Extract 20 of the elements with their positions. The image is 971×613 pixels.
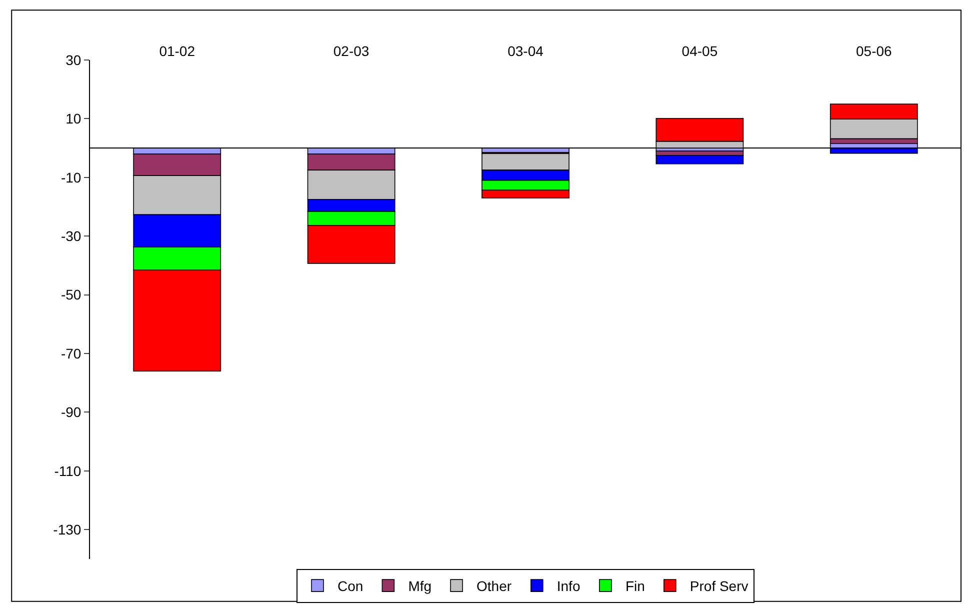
y-tick-label: -10 [60, 169, 82, 186]
legend-label: Prof Serv [690, 578, 748, 594]
x-tick-label: 02-03 [333, 43, 370, 60]
y-tick-label: -90 [60, 404, 82, 420]
y-tick-label: -30 [60, 228, 82, 244]
y-tick-label: -130 [53, 522, 82, 538]
x-tick-label: 01-02 [159, 43, 196, 60]
legend-label: Other [476, 578, 512, 594]
x-tick-label: 03-04 [508, 43, 544, 60]
legend-label: Con [338, 578, 364, 594]
y-tick-label: 30 [66, 52, 82, 68]
x-tick-label: 05-06 [856, 43, 892, 60]
y-tick-label: -70 [60, 345, 82, 362]
legend-label: Info [556, 578, 580, 594]
x-tick-label: 04-05 [682, 43, 718, 60]
y-tick-label: 10 [66, 110, 82, 127]
y-tick-label: -110 [54, 462, 82, 479]
legend-label: Mfg [408, 578, 432, 594]
y-tick-label: -50 [60, 286, 82, 303]
legend-label: Fin [625, 578, 645, 594]
